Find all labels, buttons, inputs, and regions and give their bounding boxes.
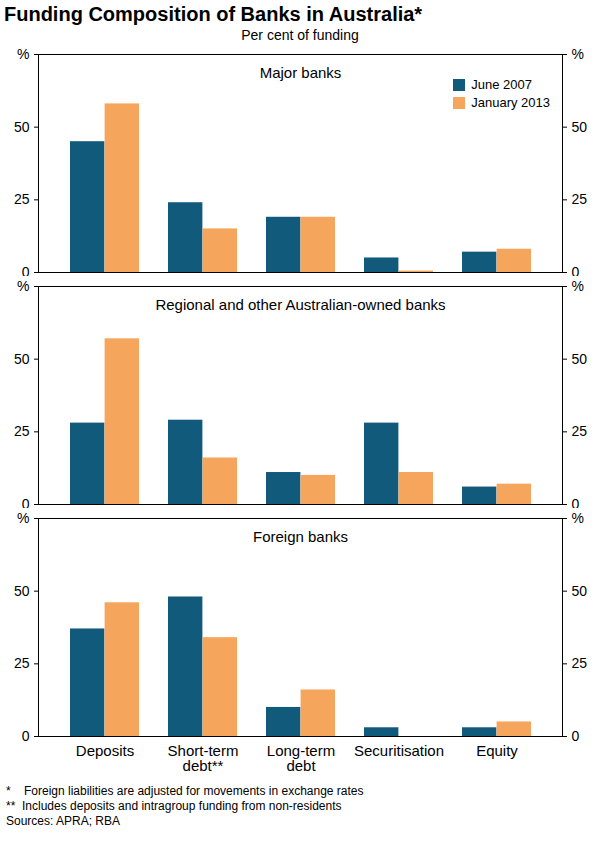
- svg-text:Short-termdebt**: Short-termdebt**: [168, 742, 239, 774]
- svg-text:0: 0: [572, 264, 580, 276]
- svg-text:50: 50: [572, 351, 588, 367]
- html-text:** Includes deposits and intra: ** Includes deposits and intragroup fund…: [6, 799, 342, 813]
- svg-text:Long-termdebt: Long-termdebt: [267, 742, 335, 774]
- svg-text:Equity: Equity: [476, 742, 518, 759]
- svg-text:%: %: [17, 510, 29, 526]
- svg-text:25: 25: [14, 655, 30, 671]
- svg-text:0: 0: [22, 264, 30, 276]
- svg-text:Securitisation: Securitisation: [354, 742, 444, 759]
- svg-text:%: %: [572, 510, 584, 526]
- svg-text:25: 25: [572, 423, 588, 439]
- html-text:Sources: APRA; RBA: Sources: APRA; RBA: [6, 814, 120, 828]
- html-text:June 2007: June 2007: [471, 77, 532, 92]
- svg-text:Foreign banks: Foreign banks: [253, 528, 348, 545]
- svg-text:50: 50: [14, 351, 30, 367]
- svg-text:Major banks: Major banks: [260, 64, 342, 81]
- html-text:* Foreign liabilities are adju: * Foreign liabilities are adjusted for m…: [6, 784, 364, 798]
- svg-text:%: %: [572, 278, 584, 294]
- svg-text:0: 0: [22, 496, 30, 508]
- html-text:Funding Composition of Banks i: Funding Composition of Banks in Australi…: [4, 3, 423, 25]
- svg-text:0: 0: [572, 728, 580, 744]
- svg-text:%: %: [17, 46, 29, 62]
- svg-text:50: 50: [572, 583, 588, 599]
- svg-text:0: 0: [572, 496, 580, 508]
- svg-text:50: 50: [14, 119, 30, 135]
- svg-text:50: 50: [572, 119, 588, 135]
- svg-text:25: 25: [572, 191, 588, 207]
- svg-text:Regional and other Australian-: Regional and other Australian-owned bank…: [155, 296, 445, 313]
- html-text:January 2013: January 2013: [471, 95, 550, 110]
- svg-text:%: %: [572, 46, 584, 62]
- svg-text:%: %: [17, 278, 29, 294]
- svg-text:50: 50: [14, 583, 30, 599]
- html-text:Per cent of funding: Per cent of funding: [241, 27, 359, 43]
- svg-text:0: 0: [22, 728, 30, 744]
- svg-text:Deposits: Deposits: [76, 742, 134, 759]
- svg-text:25: 25: [14, 423, 30, 439]
- svg-text:25: 25: [14, 191, 30, 207]
- svg-text:25: 25: [572, 655, 588, 671]
